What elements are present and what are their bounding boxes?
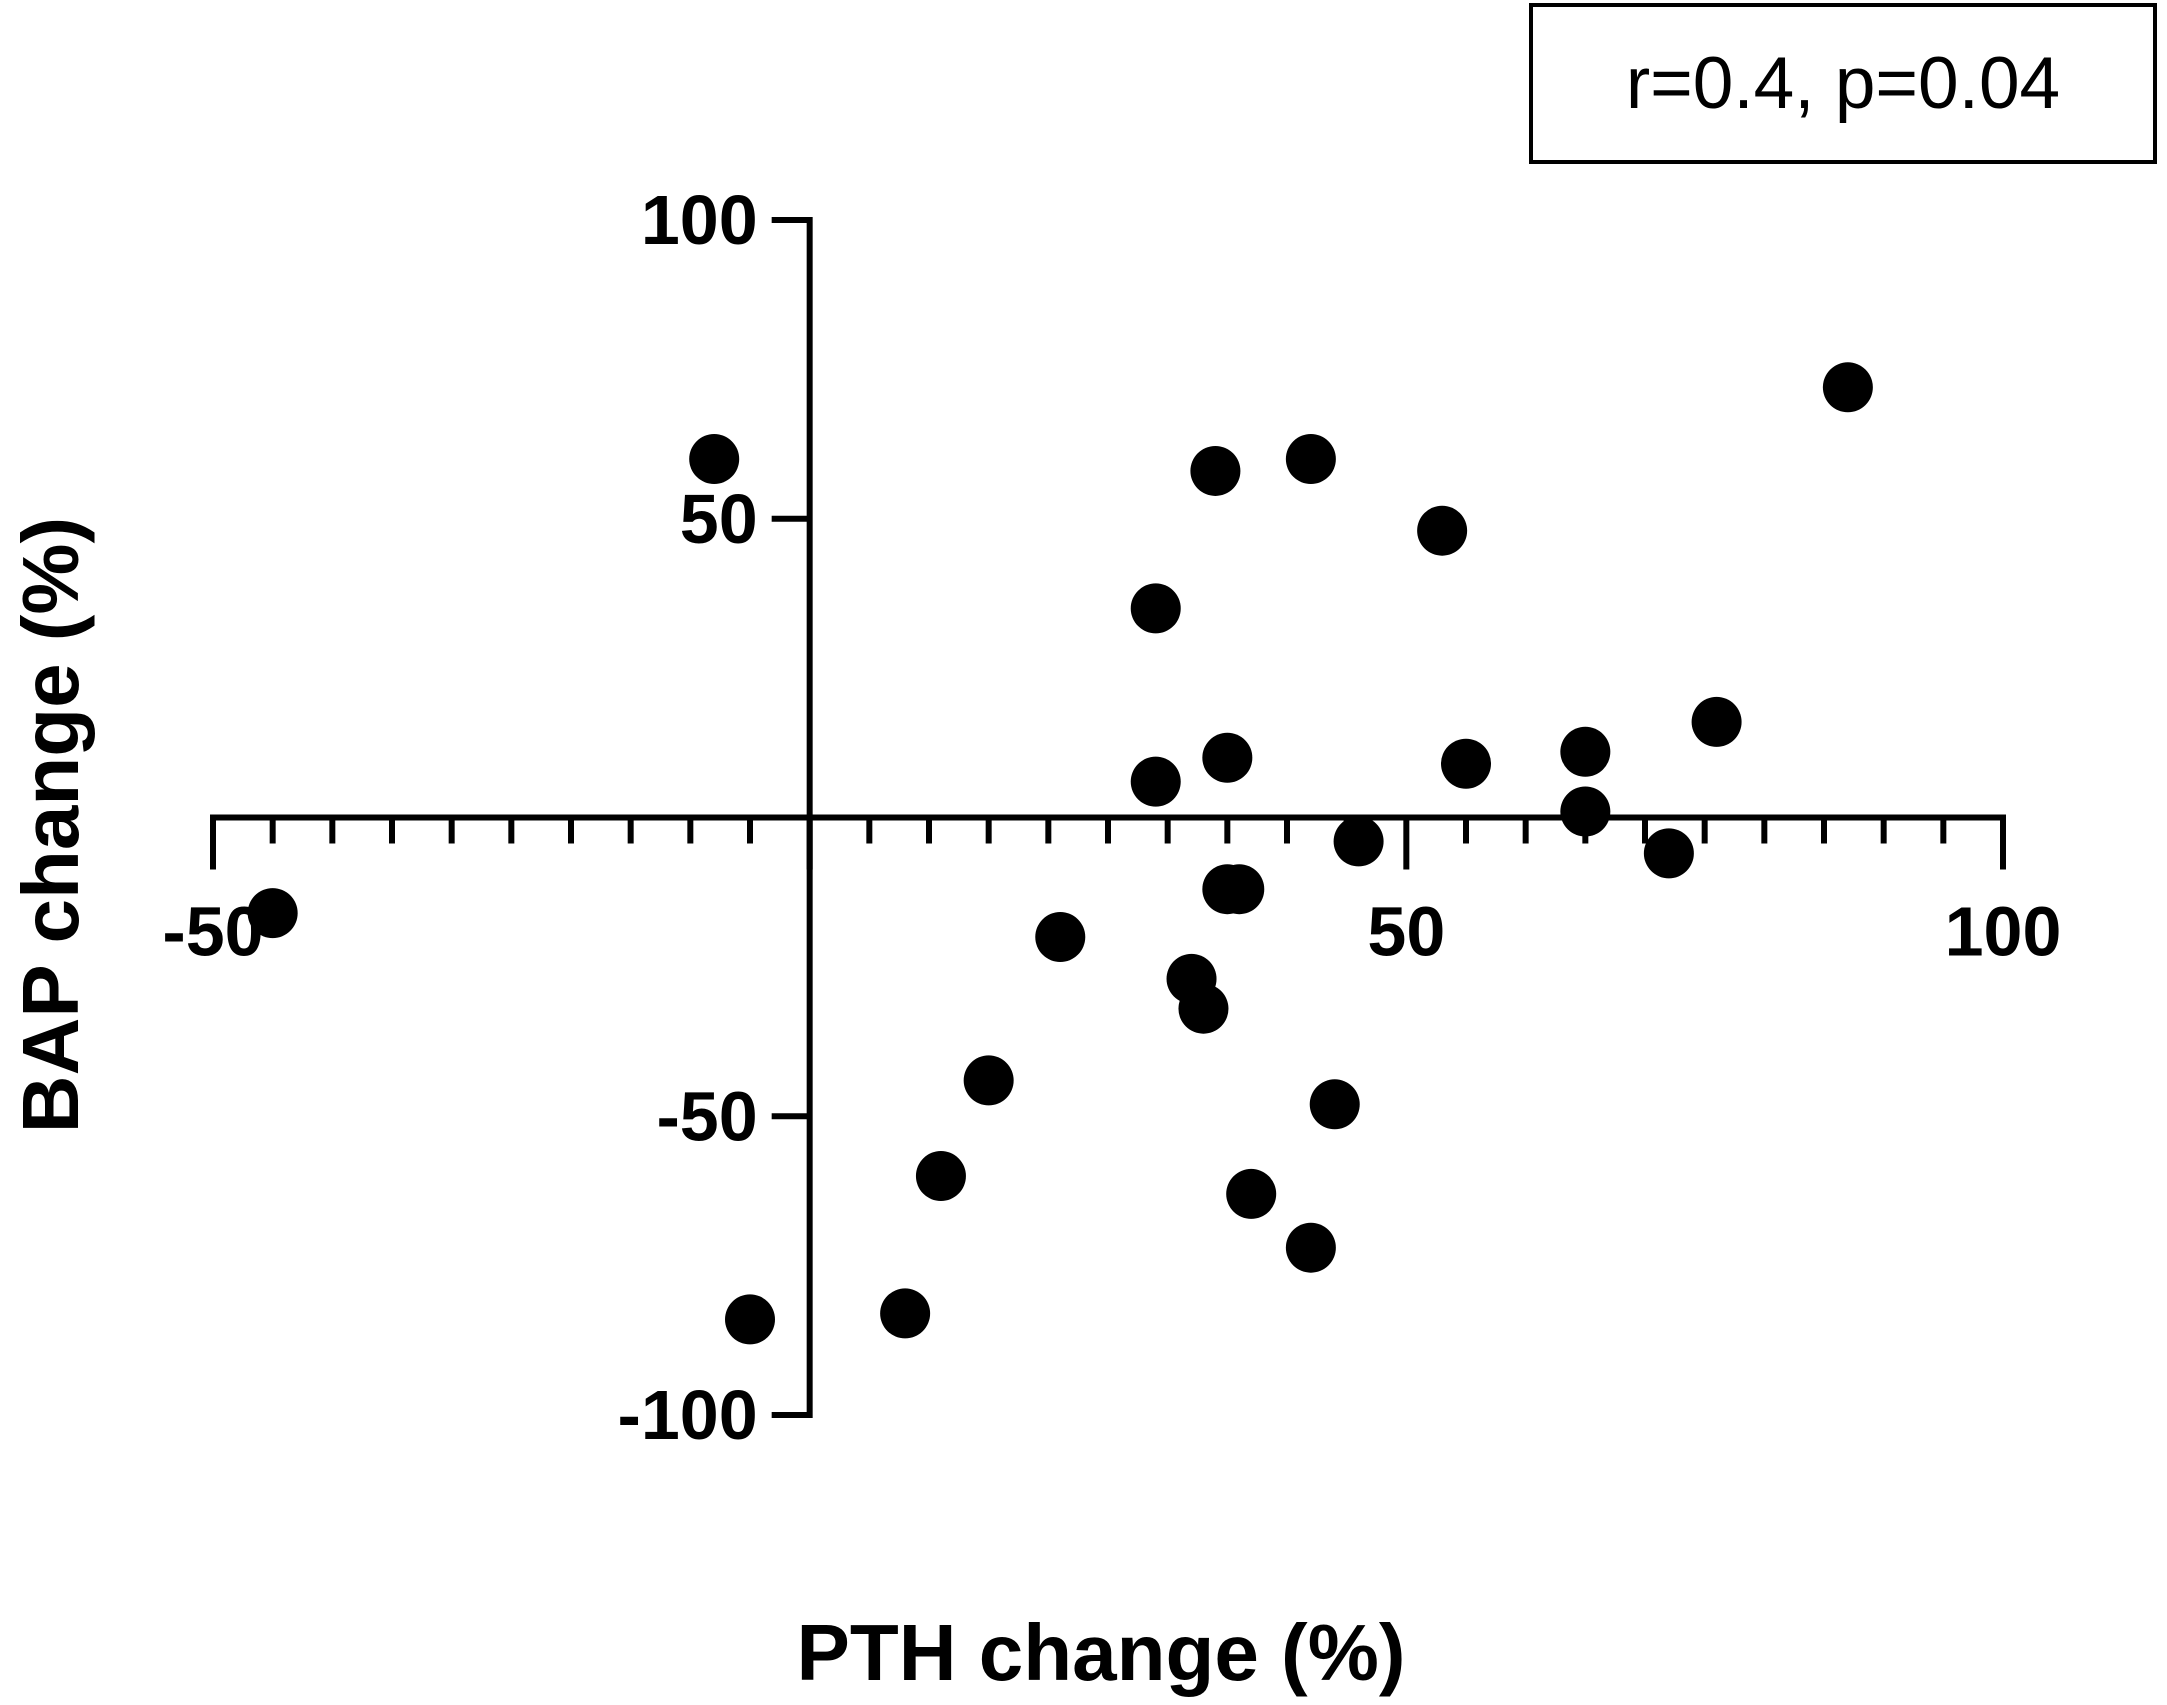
data-point xyxy=(247,888,298,939)
x-tick-label: 50 xyxy=(1367,893,1445,971)
data-point xyxy=(1441,738,1491,789)
data-point xyxy=(1309,1079,1360,1130)
data-point xyxy=(1130,756,1181,807)
data-point xyxy=(1285,434,1336,484)
data-point xyxy=(1285,1222,1336,1273)
y-tick-label: -100 xyxy=(618,1376,758,1454)
data-point xyxy=(1333,816,1384,867)
data-point xyxy=(1417,505,1468,556)
data-point xyxy=(963,1055,1014,1106)
data-point xyxy=(1202,732,1253,783)
data-point xyxy=(1130,583,1181,634)
data-point xyxy=(1691,696,1742,747)
data-point xyxy=(1178,983,1229,1034)
data-point xyxy=(725,1294,775,1345)
x-axis-label: PTH change (%) xyxy=(797,1608,1406,1697)
data-point xyxy=(1643,828,1694,879)
data-point xyxy=(1035,912,1086,962)
data-point xyxy=(1214,864,1265,915)
data-point xyxy=(1226,1168,1277,1219)
y-tick-label: 50 xyxy=(680,480,758,558)
y-tick-label: -50 xyxy=(656,1077,757,1155)
x-tick-label: -50 xyxy=(162,893,263,971)
data-point xyxy=(915,1151,966,1201)
x-tick-label: 100 xyxy=(1945,893,2062,971)
data-points xyxy=(247,362,1873,1345)
y-axis-label: BAP change (%) xyxy=(6,517,95,1133)
data-point xyxy=(1190,445,1241,496)
data-point xyxy=(689,434,740,484)
data-point xyxy=(1822,362,1873,413)
axes: -50 50 100 -100 -50 50 100 xyxy=(162,181,2061,1454)
correlation-text: r=0.4, p=0.04 xyxy=(1625,43,2061,124)
correlation-annotation: r=0.4, p=0.04 xyxy=(1529,3,2157,164)
data-point xyxy=(1560,726,1611,777)
data-point xyxy=(880,1288,931,1339)
data-point xyxy=(1560,786,1611,837)
y-tick-label: 100 xyxy=(641,181,758,259)
